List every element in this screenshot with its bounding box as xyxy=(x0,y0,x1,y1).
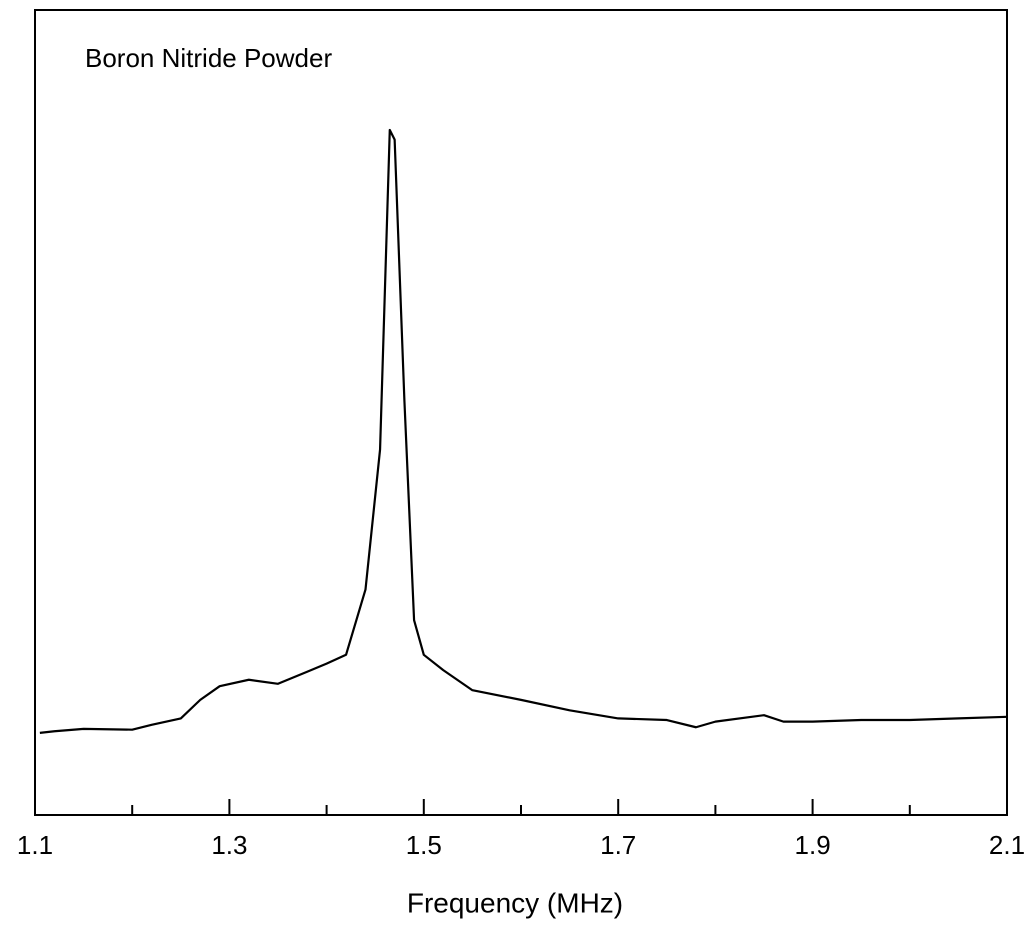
spectrum-line xyxy=(39,128,1008,734)
x-tick-label: 2.1 xyxy=(989,830,1025,860)
plot-frame xyxy=(34,9,1008,816)
x-tick-label: 1.3 xyxy=(211,830,247,860)
x-tick-label: 1.1 xyxy=(17,830,53,860)
chart-title: Boron Nitride Powder xyxy=(85,43,332,73)
x-tick-label: 1.7 xyxy=(600,830,636,860)
x-tick-label: 1.9 xyxy=(795,830,831,860)
x-tick-label: 1.5 xyxy=(406,830,442,860)
x-axis-label: Frequency (MHz) xyxy=(407,887,623,918)
